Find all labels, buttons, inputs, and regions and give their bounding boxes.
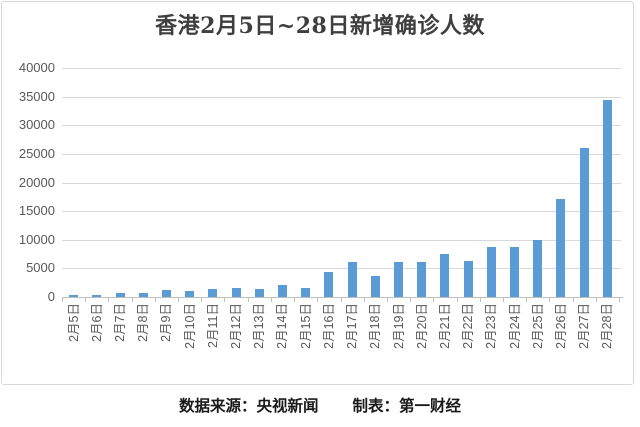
bar: [371, 276, 380, 297]
bar: [487, 247, 496, 297]
bar: [255, 289, 264, 297]
x-axis-label: 2月22日: [461, 303, 475, 349]
x-axis-tick: [457, 298, 458, 302]
bar: [348, 262, 357, 297]
bar: [510, 247, 519, 297]
bar: [440, 254, 449, 297]
gridline: [62, 183, 621, 184]
x-axis-tick: [224, 298, 225, 302]
x-axis-label: 2月6日: [90, 303, 104, 342]
x-axis-tick: [596, 298, 597, 302]
y-axis-label: 30000: [18, 117, 55, 132]
bar: [139, 293, 148, 297]
gridline: [62, 154, 621, 155]
bar: [603, 100, 612, 297]
x-axis-tick: [341, 298, 342, 302]
bar: [556, 199, 565, 297]
x-axis-tick: [317, 298, 318, 302]
x-axis-tick: [480, 298, 481, 302]
x-axis-tick: [108, 298, 109, 302]
x-axis-label: 2月18日: [368, 303, 382, 349]
bar: [533, 240, 542, 297]
bar: [301, 288, 310, 297]
bar: [92, 295, 101, 297]
x-axis-label: 2月8日: [136, 303, 150, 342]
x-axis-tick: [573, 298, 574, 302]
x-axis-label: 2月11日: [206, 303, 220, 348]
y-axis-label: 20000: [18, 175, 55, 190]
x-axis-label: 2月13日: [252, 303, 266, 349]
bar: [69, 295, 78, 297]
x-axis-tick: [549, 298, 550, 302]
y-axis-label: 15000: [18, 203, 55, 218]
gridline: [62, 97, 621, 98]
caption: 数据来源：央视新闻 制表：第一财经: [0, 394, 640, 416]
x-axis-label: 2月7日: [113, 303, 127, 342]
x-axis-tick: [178, 298, 179, 302]
x-axis-tick: [201, 298, 202, 302]
x-axis-tick: [85, 298, 86, 302]
x-axis-label: 2月24日: [508, 303, 522, 349]
x-axis-label: 2月9日: [159, 303, 173, 342]
x-axis-tick: [526, 298, 527, 302]
x-axis-label: 2月15日: [299, 303, 313, 349]
x-axis-tick: [503, 298, 504, 302]
gridline: [62, 68, 621, 69]
x-axis-label: 2月21日: [438, 303, 452, 349]
gridline: [62, 240, 621, 241]
x-axis-label: 2月20日: [415, 303, 429, 349]
x-axis-label: 2月5日: [67, 303, 81, 342]
gridline: [62, 125, 621, 126]
x-axis-tick: [132, 298, 133, 302]
x-axis-label: 2月10日: [183, 303, 197, 349]
gridline: [62, 268, 621, 269]
bar: [324, 272, 333, 297]
x-axis-tick: [410, 298, 411, 302]
y-axis-label: 10000: [18, 232, 55, 247]
x-axis-label: 2月27日: [577, 303, 591, 349]
bar: [162, 290, 171, 297]
x-axis-label: 2月26日: [554, 303, 568, 349]
x-axis-tick: [433, 298, 434, 302]
bar: [394, 262, 403, 297]
chart-title: 香港2月5日~28日新增确诊人数: [155, 13, 485, 39]
bar: [417, 262, 426, 297]
x-axis-label: 2月12日: [229, 303, 243, 349]
x-axis-tick: [619, 298, 620, 302]
bar: [116, 293, 125, 297]
x-axis-line: [62, 297, 623, 298]
y-axis-label: 5000: [26, 260, 55, 275]
x-axis-tick: [271, 298, 272, 302]
x-axis-label: 2月23日: [484, 303, 498, 349]
bar: [580, 148, 589, 297]
x-axis-tick: [294, 298, 295, 302]
y-axis-label: 0: [47, 289, 55, 304]
x-axis-tick: [155, 298, 156, 302]
caption-chart-maker: 制表：第一财经: [352, 396, 462, 415]
caption-data-source: 数据来源：央视新闻: [178, 396, 319, 415]
x-axis-label: 2月14日: [275, 303, 289, 349]
bar: [278, 285, 287, 297]
bar: [185, 291, 194, 297]
x-axis-tick: [364, 298, 365, 302]
x-axis-label: 2月19日: [392, 303, 406, 349]
x-axis-label: 2月25日: [531, 303, 545, 349]
x-axis-label: 2月16日: [322, 303, 336, 349]
chart-frame: [1, 1, 634, 385]
y-axis-label: 35000: [18, 89, 55, 104]
gridline: [62, 211, 621, 212]
y-axis-label: 40000: [18, 60, 55, 75]
x-axis-tick: [62, 298, 63, 302]
y-axis-label: 25000: [18, 146, 55, 161]
bar: [208, 289, 217, 297]
x-axis-label: 2月17日: [345, 303, 359, 349]
bar: [464, 261, 473, 297]
x-axis-label: 2月28日: [600, 303, 614, 349]
x-axis-tick: [248, 298, 249, 302]
bar: [232, 288, 241, 297]
x-axis-tick: [387, 298, 388, 302]
